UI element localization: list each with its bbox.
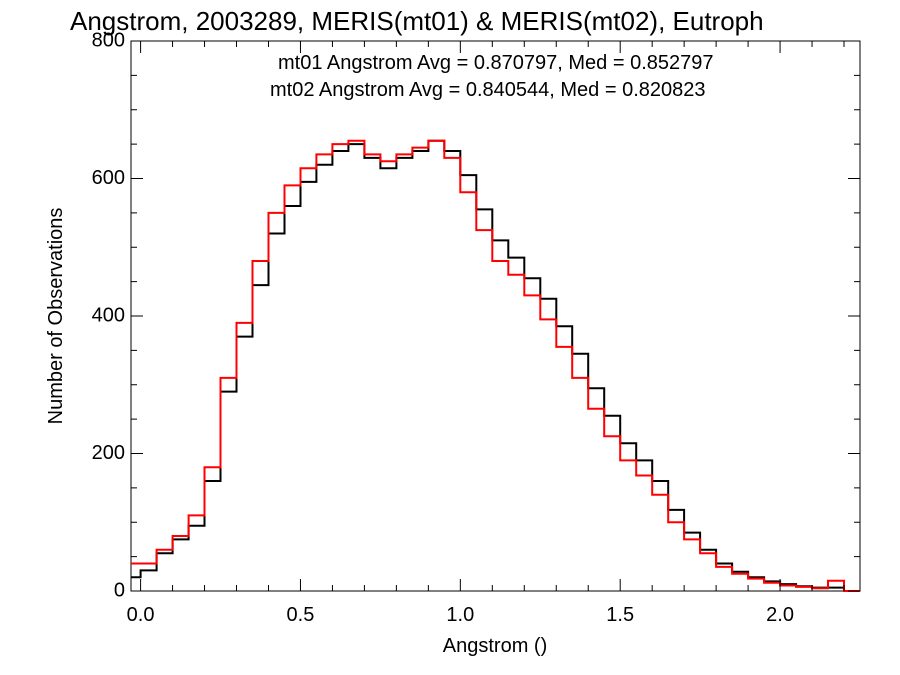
x-tick-label: 0.5 — [287, 604, 315, 626]
series-0-line — [131, 139, 860, 592]
x-axis-label: Angstrom () — [443, 635, 547, 657]
y-tick-label: 800 — [92, 29, 125, 51]
tick-layer: 0.0 0.5 1.0 1.5 2.0 0 200 400 600 800 — [92, 29, 860, 626]
y-tick-label: 400 — [92, 304, 125, 326]
y-tick-label: 600 — [92, 167, 125, 189]
series-1-line — [131, 139, 860, 592]
y-axis-label: Number of Observations — [45, 208, 67, 425]
y-tick-label: 200 — [92, 442, 125, 464]
mt01-stats-annotation: mt01 Angstrom Avg = 0.870797, Med = 0.85… — [278, 52, 714, 74]
mt02-stats-annotation: mt02 Angstrom Avg = 0.840544, Med = 0.82… — [270, 79, 706, 101]
x-tick-label: 1.5 — [606, 604, 634, 626]
x-tick-label: 2.0 — [766, 604, 794, 626]
series-layer — [131, 139, 860, 592]
plot-frame — [130, 40, 861, 592]
chart-title: Angstrom, 2003289, MERIS(mt01) & MERIS(m… — [70, 6, 764, 36]
x-tick-label: 0.0 — [127, 604, 155, 626]
y-tick-label: 0 — [114, 579, 125, 601]
x-tick-label: 1.0 — [446, 604, 474, 626]
